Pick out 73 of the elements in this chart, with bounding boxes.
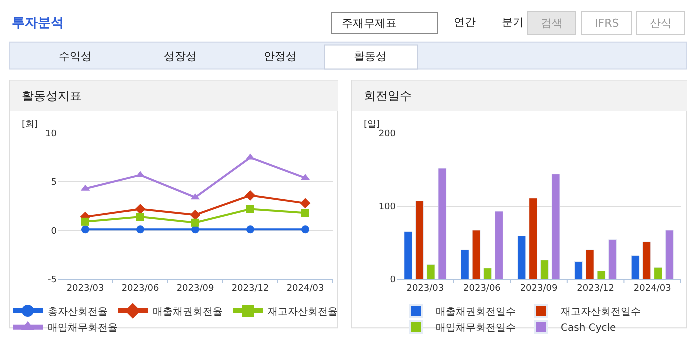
text: 안정성 [264,50,297,63]
point [136,213,144,222]
y-axis-title: [일] [364,120,380,130]
bar [460,250,470,280]
x-tick-label: 2023/12 [232,284,270,294]
text: 투자분석 [12,16,64,31]
point [192,218,200,227]
point [190,210,201,220]
bar [597,270,606,280]
legend-label: Cash Cycle [561,323,616,334]
bar [586,250,594,280]
legend-label: 매입채무회전율 [48,323,118,334]
text: IFRS [595,17,620,30]
bar [608,240,618,280]
x-tick-label: 2023/03 [406,284,444,294]
point [82,218,90,226]
y-tick-label: 0 [51,226,58,237]
bar [518,236,526,280]
bar [484,268,492,280]
y-axis-title: [회] [22,120,38,130]
bar [404,232,413,280]
point [246,226,254,234]
legend-label: 재고자산회전일수 [561,306,641,318]
bar [415,201,424,280]
legend-label: 총자산회전율 [48,306,108,318]
bar [472,230,481,280]
bar [631,256,640,280]
bar [438,168,447,280]
text: 주재무제표 [342,17,397,30]
text: 활동성 [354,50,387,63]
bar [552,174,560,280]
bar [574,262,583,280]
x-tick-label: 2023/12 [577,284,614,294]
text: 성장성 [164,50,197,63]
text: 연간 [454,16,476,29]
point [136,226,144,234]
x-tick-label: 2023/03 [66,284,104,294]
x-tick-label: 2024/03 [634,284,672,294]
bar [540,260,549,280]
bar [426,264,436,280]
point [246,205,254,214]
bar [529,198,538,280]
bar [665,230,674,280]
point [302,226,310,234]
legend-label: 재고자산회전율 [268,306,338,318]
y-tick-label: 5 [51,178,57,188]
legend-label: 매출채권회전율 [153,306,223,318]
chart-title: 회전일수 [364,89,412,103]
x-tick-label: 2023/06 [122,284,160,294]
point [300,198,311,209]
legend-label: 매출채권회전일수 [436,306,516,318]
y-tick-label: -5 [48,275,57,286]
text: 분기 [502,16,524,29]
text: 산식 [650,17,672,30]
point [302,209,310,218]
legend-label: 매입채무회전일수 [436,323,516,334]
point [245,190,256,201]
x-tick-label: 2023/09 [176,284,214,294]
y-tick-label: 0 [390,275,396,286]
point [82,226,90,234]
point [135,204,146,214]
bar [495,211,504,280]
x-tick-label: 2023/09 [520,284,558,294]
y-tick-label: 200 [378,130,396,140]
text: 수익성 [59,50,92,63]
text: 검색 [541,17,563,30]
chart-title: 활동성지표 [22,89,82,103]
x-tick-label: 2023/06 [464,284,502,294]
x-tick-label: 2024/03 [286,284,324,294]
y-tick-label: 10 [46,130,58,140]
bar [654,267,663,280]
bar [642,242,652,280]
y-tick-label: 100 [378,202,396,213]
